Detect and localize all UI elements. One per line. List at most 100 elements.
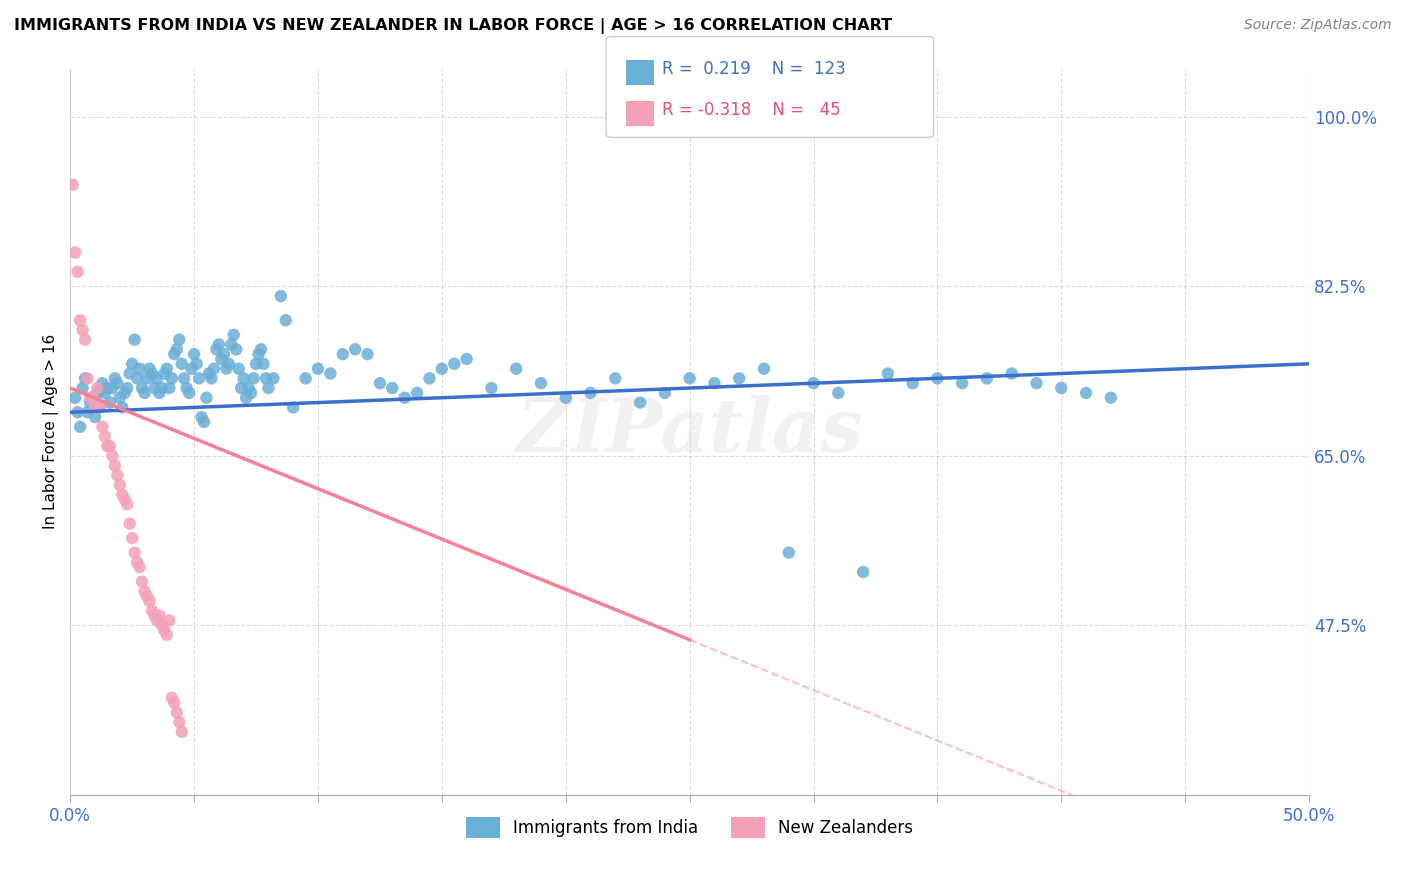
Point <box>82 391 104 405</box>
Point <box>703 376 725 391</box>
Point <box>307 361 329 376</box>
Point <box>381 381 404 395</box>
Point <box>827 385 849 400</box>
Point <box>157 381 180 395</box>
Point <box>156 628 179 642</box>
Point <box>76 405 98 419</box>
Point <box>240 385 263 400</box>
Point <box>173 371 195 385</box>
Point <box>190 410 212 425</box>
Point <box>84 401 107 415</box>
Point <box>356 347 378 361</box>
Point <box>115 497 138 511</box>
Point <box>143 608 166 623</box>
Point <box>212 347 235 361</box>
Point <box>75 333 97 347</box>
Point <box>157 614 180 628</box>
Point <box>215 361 238 376</box>
Text: Source: ZipAtlas.com: Source: ZipAtlas.com <box>1244 18 1392 32</box>
Point <box>976 371 998 385</box>
Point <box>96 439 118 453</box>
Point <box>134 584 156 599</box>
Point <box>121 531 143 545</box>
Point <box>180 361 202 376</box>
Point <box>1025 376 1047 391</box>
Point <box>146 614 169 628</box>
Point <box>195 391 218 405</box>
Point <box>63 245 86 260</box>
Point <box>208 337 231 351</box>
Point <box>344 343 367 357</box>
Point <box>1001 367 1024 381</box>
Point <box>160 690 183 705</box>
Point <box>156 361 179 376</box>
Point <box>270 289 292 303</box>
Point <box>104 371 127 385</box>
Point <box>418 371 440 385</box>
Point <box>250 343 273 357</box>
Point <box>186 357 208 371</box>
Point <box>245 357 267 371</box>
Point <box>141 604 163 618</box>
Point <box>1074 385 1097 400</box>
Point <box>128 361 150 376</box>
Point <box>876 367 898 381</box>
Point <box>728 371 751 385</box>
Point <box>481 381 503 395</box>
Text: R = -0.318    N =   45: R = -0.318 N = 45 <box>662 101 841 119</box>
Point <box>222 327 245 342</box>
Point <box>134 385 156 400</box>
Point <box>188 371 211 385</box>
Point <box>136 371 159 385</box>
Point <box>66 405 89 419</box>
Point <box>131 381 153 395</box>
Point <box>443 357 465 371</box>
Point <box>138 361 160 376</box>
Point <box>262 371 284 385</box>
Point <box>332 347 354 361</box>
Point <box>170 724 193 739</box>
Point <box>200 371 222 385</box>
Point <box>654 385 676 400</box>
Point <box>231 381 253 395</box>
Point <box>127 555 149 569</box>
Point <box>124 546 146 560</box>
Point <box>76 371 98 385</box>
Point <box>86 381 108 395</box>
Point <box>105 376 128 391</box>
Point <box>86 385 108 400</box>
Point <box>394 391 416 405</box>
Point <box>232 371 254 385</box>
Point <box>143 381 166 395</box>
Point <box>94 385 117 400</box>
Point <box>163 696 186 710</box>
Text: R =  0.219    N =  123: R = 0.219 N = 123 <box>662 60 846 78</box>
Point <box>274 313 297 327</box>
Point <box>96 381 118 395</box>
Point <box>111 487 134 501</box>
Point <box>91 419 114 434</box>
Point <box>104 458 127 473</box>
Point <box>198 367 221 381</box>
Point <box>108 391 131 405</box>
Point <box>150 618 173 632</box>
Point <box>146 371 169 385</box>
Point <box>72 381 94 395</box>
Point <box>219 337 242 351</box>
Text: IMMIGRANTS FROM INDIA VS NEW ZEALANDER IN LABOR FORCE | AGE > 16 CORRELATION CHA: IMMIGRANTS FROM INDIA VS NEW ZEALANDER I… <box>14 18 893 34</box>
Point <box>254 371 277 385</box>
Point <box>121 357 143 371</box>
Point <box>115 381 138 395</box>
Point <box>252 357 274 371</box>
Point <box>84 410 107 425</box>
Point <box>141 367 163 381</box>
Point <box>98 439 121 453</box>
Point <box>69 313 91 327</box>
Point <box>778 546 800 560</box>
Point <box>79 395 101 409</box>
Point <box>136 589 159 603</box>
Point <box>131 574 153 589</box>
Point <box>148 385 170 400</box>
Point <box>118 367 141 381</box>
Point <box>148 608 170 623</box>
